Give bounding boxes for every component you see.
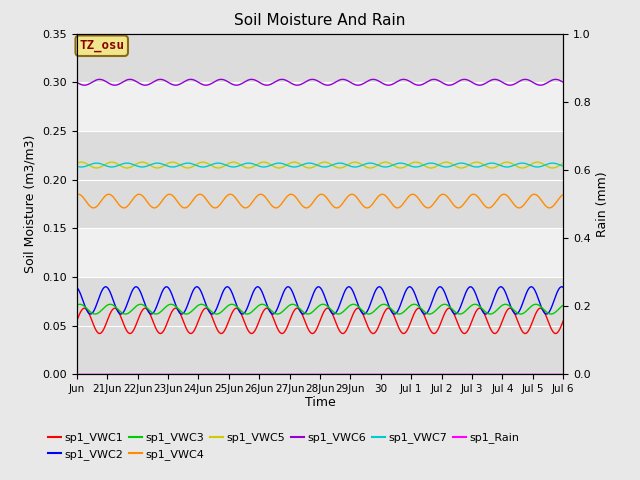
sp1_VWC1: [122, 326, 129, 332]
Line: sp1_VWC6: sp1_VWC6: [77, 79, 563, 85]
sp1_VWC7: [559, 163, 567, 169]
sp1_VWC5: [122, 165, 129, 171]
sp1_VWC7: [553, 161, 561, 167]
sp1_VWC4: [166, 192, 173, 197]
sp1_VWC3: [274, 311, 282, 317]
sp1_VWC6: [349, 81, 356, 86]
sp1_VWC7: [73, 163, 81, 169]
Line: sp1_VWC5: sp1_VWC5: [77, 162, 563, 168]
sp1_VWC6: [227, 81, 234, 86]
Y-axis label: Rain (mm): Rain (mm): [596, 171, 609, 237]
sp1_VWC5: [467, 161, 474, 167]
sp1_VWC7: [349, 164, 356, 169]
sp1_VWC4: [122, 204, 129, 210]
Line: sp1_VWC4: sp1_VWC4: [77, 194, 563, 208]
sp1_VWC4: [73, 192, 81, 197]
sp1_VWC7: [494, 162, 502, 168]
sp1_VWC3: [259, 301, 266, 307]
sp1_VWC3: [122, 311, 129, 317]
sp1_VWC6: [553, 76, 561, 82]
sp1_VWC2: [559, 285, 567, 290]
Bar: [77, 131, 563, 228]
Line: sp1_VWC1: sp1_VWC1: [77, 308, 563, 334]
sp1_VWC3: [227, 301, 234, 307]
Line: sp1_VWC7: sp1_VWC7: [77, 163, 563, 167]
sp1_VWC7: [366, 160, 374, 166]
sp1_VWC1: [466, 323, 474, 329]
sp1_VWC6: [552, 76, 559, 82]
sp1_Rain: [122, 372, 129, 377]
sp1_VWC2: [467, 284, 474, 289]
Legend: sp1_VWC1, sp1_VWC2, sp1_VWC3, sp1_VWC4, sp1_VWC5, sp1_VWC6, sp1_VWC7, sp1_Rain: sp1_VWC1, sp1_VWC2, sp1_VWC3, sp1_VWC4, …: [44, 428, 524, 464]
sp1_VWC4: [349, 192, 357, 197]
sp1_VWC5: [553, 164, 561, 170]
sp1_VWC1: [559, 318, 567, 324]
sp1_VWC4: [559, 192, 567, 197]
sp1_VWC4: [553, 199, 561, 204]
sp1_VWC7: [122, 160, 129, 166]
sp1_VWC6: [122, 78, 129, 84]
sp1_VWC5: [559, 160, 567, 166]
sp1_VWC7: [351, 164, 359, 170]
sp1_VWC3: [73, 302, 81, 308]
sp1_Rain: [552, 372, 560, 377]
sp1_Rain: [466, 372, 474, 377]
Bar: [77, 34, 563, 82]
sp1_VWC3: [553, 308, 561, 314]
Bar: [77, 277, 563, 374]
sp1_VWC2: [553, 290, 561, 296]
sp1_VWC6: [73, 79, 81, 85]
Line: sp1_VWC3: sp1_VWC3: [77, 304, 563, 314]
sp1_VWC2: [122, 306, 129, 312]
sp1_VWC1: [227, 313, 234, 319]
sp1_VWC2: [349, 288, 356, 294]
sp1_VWC4: [181, 205, 189, 211]
sp1_VWC1: [349, 312, 356, 318]
sp1_VWC4: [227, 192, 235, 197]
sp1_VWC5: [73, 160, 81, 166]
sp1_VWC2: [73, 285, 81, 290]
sp1_VWC5: [494, 163, 502, 169]
sp1_VWC1: [553, 330, 561, 336]
sp1_VWC5: [349, 159, 356, 165]
sp1_VWC5: [366, 165, 374, 171]
sp1_VWC3: [467, 303, 474, 309]
Line: sp1_VWC2: sp1_VWC2: [77, 287, 563, 314]
Title: Soil Moisture And Rain: Soil Moisture And Rain: [234, 13, 406, 28]
sp1_VWC1: [493, 329, 501, 335]
sp1_VWC4: [494, 196, 502, 202]
Text: TZ_osu: TZ_osu: [79, 39, 124, 52]
sp1_VWC5: [351, 159, 359, 165]
sp1_VWC6: [559, 79, 567, 85]
sp1_VWC1: [81, 305, 88, 311]
sp1_Rain: [73, 372, 81, 377]
sp1_VWC2: [227, 287, 234, 292]
X-axis label: Time: Time: [305, 396, 335, 408]
sp1_VWC3: [349, 301, 357, 307]
sp1_VWC2: [494, 287, 502, 292]
sp1_Rain: [493, 372, 501, 377]
sp1_VWC3: [559, 302, 567, 308]
Y-axis label: Soil Moisture (m3/m3): Soil Moisture (m3/m3): [24, 135, 36, 273]
sp1_VWC4: [467, 193, 474, 199]
sp1_VWC3: [494, 306, 502, 312]
sp1_Rain: [559, 372, 567, 377]
sp1_VWC6: [466, 78, 474, 84]
sp1_VWC1: [73, 318, 81, 324]
sp1_VWC2: [451, 311, 459, 317]
sp1_Rain: [349, 372, 356, 377]
sp1_VWC7: [227, 164, 234, 169]
sp1_VWC1: [552, 331, 559, 336]
sp1_VWC6: [493, 77, 501, 83]
sp1_VWC2: [466, 284, 474, 290]
sp1_VWC6: [81, 83, 88, 88]
sp1_VWC5: [227, 160, 234, 166]
sp1_Rain: [227, 372, 234, 377]
sp1_VWC7: [467, 163, 474, 168]
